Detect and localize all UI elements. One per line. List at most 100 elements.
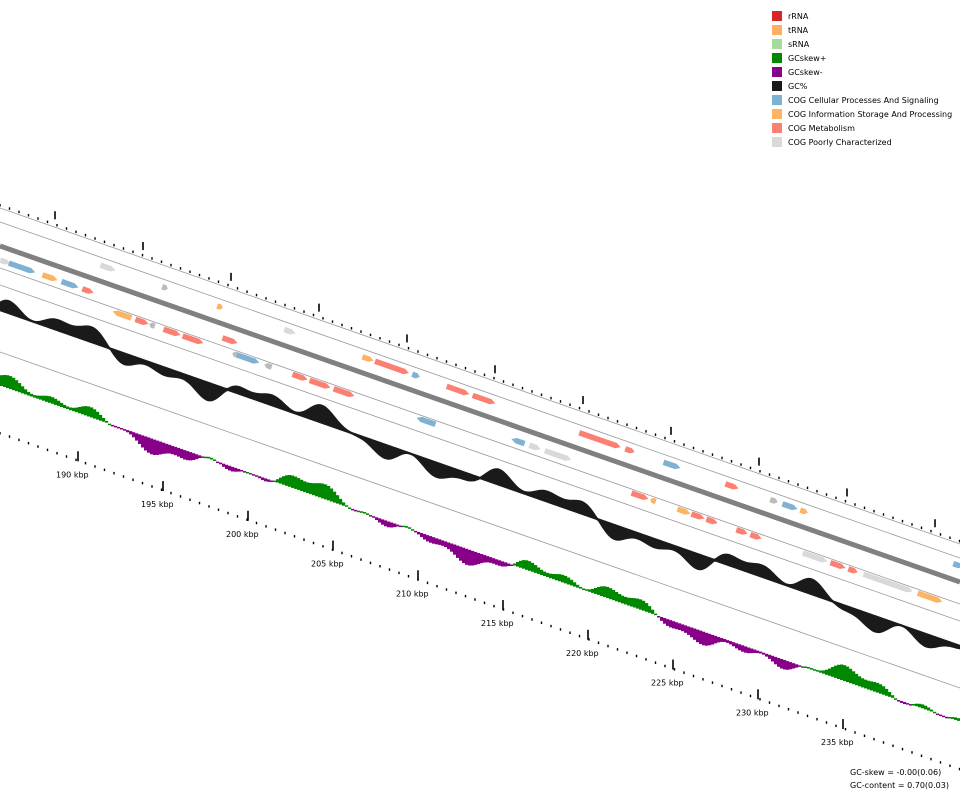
gc-skew-bar (486, 556, 490, 563)
gc-skew-bar (645, 603, 649, 612)
gc-skew-bar (489, 557, 493, 563)
gc-skew-bar (675, 622, 679, 630)
legend-item-gcskew-neg: GCskew- (772, 65, 952, 79)
gc-skew-bar (69, 407, 73, 411)
gc-skew-bar (435, 538, 439, 545)
track-line (0, 351, 960, 689)
gc-skew-bar (912, 704, 916, 706)
gc-skew-bar (363, 512, 367, 514)
gc-skew-bar (258, 476, 262, 479)
gc-skew-bar (102, 418, 106, 422)
scale-label: 190 kbp (56, 470, 89, 479)
track-lines (0, 207, 960, 689)
gc-skew-bar (351, 508, 355, 511)
gene-feature (264, 362, 273, 370)
legend-swatch (772, 25, 782, 35)
gc-skew-bar (264, 478, 268, 482)
gc-skew-bar (222, 463, 226, 467)
gc-skew-bar (870, 681, 874, 691)
gc-skew-bar (186, 451, 190, 461)
gene-feature (361, 354, 374, 362)
gc-skew-bar (279, 477, 283, 484)
gc-skew-bar (591, 588, 595, 593)
gc-skew-bar (606, 586, 610, 599)
gc-skew-bar (231, 466, 235, 472)
gc-skew-bar (831, 667, 835, 677)
gc-skew-bar (495, 559, 499, 565)
gc-skew-bar (627, 597, 631, 606)
gc-skew-bar (594, 588, 598, 594)
gc-skew-bar (957, 718, 960, 721)
gc-skew-bar (153, 439, 157, 455)
gc-skew-bar (690, 627, 694, 638)
gc-skew-bar (384, 520, 388, 527)
scale-label: 215 kbp (481, 619, 514, 628)
gc-skew-bar (927, 707, 931, 711)
gc-skew-bar (510, 564, 514, 566)
gc-skew-bar (3, 375, 7, 387)
gc-skew-bar (399, 525, 403, 528)
gc-skew-bar (555, 574, 559, 581)
gc-skew-bar (33, 395, 37, 398)
gc-skew-bar (462, 547, 466, 564)
gc-skew-bar (804, 666, 808, 668)
gc-skew-bar (408, 527, 412, 529)
gc-skew-bar (750, 648, 754, 654)
gc-skew-bar (306, 482, 310, 494)
gc-skew-bar (546, 572, 550, 578)
gc-skew-bar (273, 480, 277, 483)
gc-skew-bar (174, 446, 178, 456)
gc-skew-bar (405, 526, 409, 528)
legend-label: GC% (788, 81, 808, 91)
gc-skew-bar (816, 670, 820, 672)
gc-skew-bar (75, 407, 79, 413)
gc-skew-bar (312, 483, 316, 496)
gc-skew-bar (537, 567, 541, 574)
gc-skew-bar (834, 665, 838, 678)
gene-feature (416, 416, 437, 427)
track-line (0, 207, 960, 545)
gc-skew-bar (663, 618, 667, 624)
gene-feature (624, 446, 635, 454)
gc-skew-bar (795, 664, 799, 668)
gc-skew-bar (99, 414, 103, 421)
gene-feature (445, 383, 470, 396)
gc-skew-bar (888, 692, 892, 697)
gc-skew-bar (345, 505, 349, 507)
gc-skew-bar (372, 516, 376, 518)
gc-skew-bar (54, 398, 58, 405)
gc-skew-bar (747, 647, 751, 654)
gc-skew-bar (90, 407, 94, 418)
legend-label: COG Information Storage And Processing (788, 109, 953, 119)
gc-skew-bar (543, 571, 547, 576)
gc-skew-bar (228, 465, 232, 471)
gc-skew-bar (600, 586, 604, 596)
gc-skew-bar (225, 464, 229, 469)
gc-skew-bar (549, 573, 553, 579)
gc-skew-bar (681, 624, 685, 632)
gc-skew-bar (210, 457, 214, 460)
gc-skew-bar (732, 642, 736, 647)
gc-skew-bar (237, 468, 241, 472)
gc-skew-bar (648, 606, 652, 613)
gc-skew-bar (198, 455, 202, 459)
gc-skew-bar (819, 670, 823, 673)
gene-feature (799, 507, 808, 515)
gc-skew-bar (432, 537, 436, 544)
gc-skew-bar (270, 480, 274, 482)
gc-skew-bar (9, 376, 13, 390)
gc-skew-bar (579, 586, 583, 589)
gc-skew-bar (36, 395, 40, 399)
gc-skew-bar (387, 521, 391, 528)
gene-feature (735, 527, 748, 535)
gc-skew-bar (366, 513, 370, 515)
gc-skew-bar (948, 717, 952, 719)
legend-item-rrna: rRNA (772, 9, 952, 23)
gc-skew-bar (165, 443, 169, 454)
gene-feature (511, 438, 526, 447)
gc-skew-bar (42, 395, 46, 401)
gc-skew-bar (369, 515, 373, 517)
gc-skew-bar (693, 628, 697, 640)
gc-skew-bar (837, 664, 841, 679)
gc-skew-bar (705, 632, 709, 646)
